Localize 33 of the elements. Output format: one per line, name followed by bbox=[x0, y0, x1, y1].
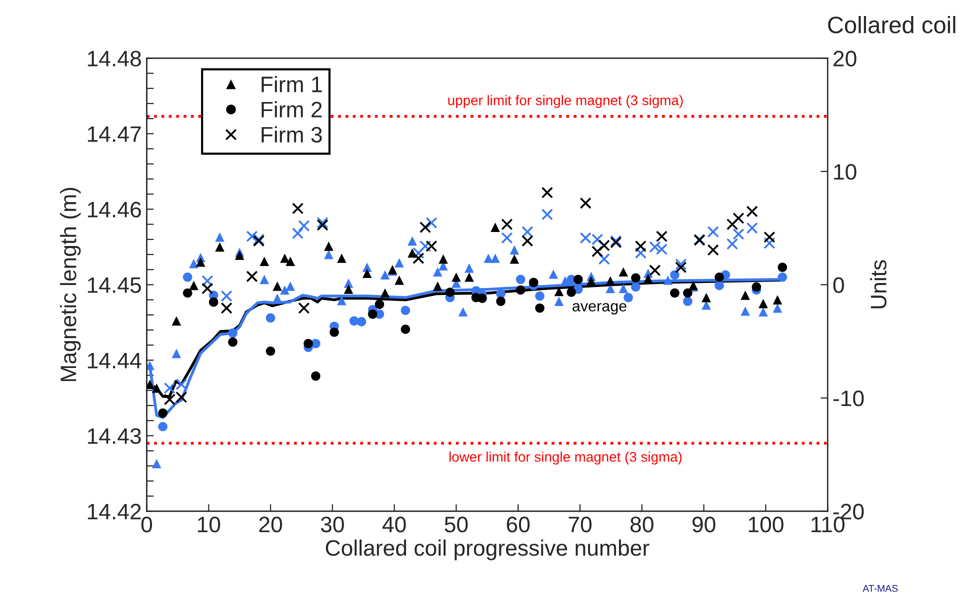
y-axis-title: Magnetic length (m) bbox=[60, 188, 81, 382]
annotation: average bbox=[572, 303, 626, 314]
legend-label: Firm 3 bbox=[262, 126, 322, 143]
y2-tick-label: 20 bbox=[834, 50, 856, 66]
ref-line-label: lower limit for single magnet (3 sigma) bbox=[449, 452, 682, 465]
y-tick-label: 14.45 bbox=[88, 277, 141, 293]
x-axis-title: Collared coil progressive number bbox=[326, 540, 650, 560]
x-tick-label: 100 bbox=[748, 516, 784, 532]
x-tick-label: 60 bbox=[506, 516, 530, 532]
ref-line-label: upper limit for single magnet (3 sigma) bbox=[448, 95, 683, 108]
x-tick-label: 20 bbox=[259, 516, 282, 532]
y-tick-label: 14.48 bbox=[88, 50, 141, 66]
y-tick-label: 14.44 bbox=[88, 352, 142, 368]
y2-tick-label: 0 bbox=[833, 277, 844, 293]
legend-label: Firm 1 bbox=[262, 76, 322, 92]
x-tick-label: 0 bbox=[141, 516, 152, 532]
x-tick-label: 70 bbox=[568, 516, 592, 532]
y-tick-label: 14.47 bbox=[88, 126, 141, 142]
text: Collared coil bbox=[828, 16, 956, 34]
y2-axis-title: Units bbox=[870, 260, 886, 308]
y-tick-label: 14.46 bbox=[88, 202, 141, 218]
x-tick-label: 30 bbox=[320, 516, 344, 532]
y-tick-label: 14.42 bbox=[88, 504, 141, 520]
x-tick-label: 50 bbox=[444, 516, 468, 532]
text: AT-MAS bbox=[862, 584, 898, 592]
y2-tick-label: 10 bbox=[834, 164, 856, 180]
y-tick-label: 14.43 bbox=[88, 428, 141, 444]
x-tick-label: 80 bbox=[630, 516, 654, 532]
y2-tick-label: -10 bbox=[833, 390, 864, 406]
x-tick-label: 90 bbox=[692, 516, 716, 532]
x-tick-label: 40 bbox=[382, 516, 406, 532]
x-tick-label: 10 bbox=[198, 516, 220, 532]
legend-label: Firm 2 bbox=[262, 101, 322, 118]
